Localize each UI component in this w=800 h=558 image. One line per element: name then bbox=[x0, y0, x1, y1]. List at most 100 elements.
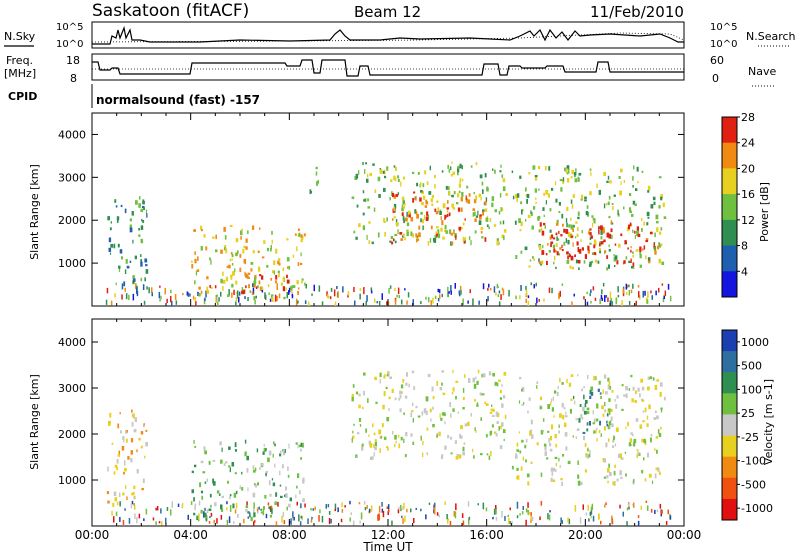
velocity-echo-mark bbox=[492, 373, 495, 377]
velocity-echo-mark bbox=[204, 481, 207, 484]
power-echo-mark bbox=[545, 253, 548, 256]
power-echo-mark bbox=[148, 287, 150, 294]
velocity-echo-mark bbox=[398, 506, 400, 510]
power-echo-mark bbox=[655, 214, 659, 220]
power-echo-mark bbox=[656, 227, 659, 232]
power-echo-mark bbox=[446, 213, 449, 217]
power-echo-mark bbox=[495, 292, 497, 296]
power-echo-mark bbox=[402, 176, 405, 180]
velocity-echo-mark bbox=[246, 468, 249, 473]
power-echo-mark bbox=[617, 294, 620, 298]
velocity-echo-mark bbox=[625, 473, 627, 477]
power-colorbar-tick-label: 16 bbox=[741, 188, 755, 201]
power-echo-mark bbox=[553, 248, 556, 253]
power-echo-mark bbox=[450, 173, 453, 177]
power-echo-mark bbox=[194, 258, 197, 264]
power-echo-mark bbox=[617, 286, 619, 293]
velocity-echo-mark bbox=[608, 463, 610, 468]
power-echo-mark bbox=[585, 211, 589, 216]
velocity-echo-mark bbox=[549, 448, 553, 452]
velocity-echo-mark bbox=[395, 440, 397, 444]
velocity-echo-mark bbox=[312, 508, 314, 511]
power-echo-mark bbox=[415, 196, 417, 201]
x-tick-label: 08:00 bbox=[272, 528, 307, 542]
velocity-echo-mark bbox=[253, 512, 256, 518]
velocity-echo-mark bbox=[436, 434, 438, 438]
power-echo-mark bbox=[110, 300, 113, 306]
power-echo-mark bbox=[389, 197, 391, 201]
power-echo-mark bbox=[390, 179, 393, 183]
velocity-echo-mark bbox=[253, 469, 256, 473]
velocity-echo-mark bbox=[227, 480, 229, 484]
velocity-echo-mark bbox=[550, 401, 552, 406]
power-echo-mark bbox=[238, 296, 240, 303]
power-echo-mark bbox=[197, 291, 199, 296]
power-echo-mark bbox=[538, 188, 540, 191]
power-echo-mark bbox=[549, 229, 552, 233]
power-echo-mark bbox=[457, 172, 459, 176]
velocity-echo-mark bbox=[527, 509, 529, 515]
velocity-echo-mark bbox=[296, 501, 298, 506]
velocity-echo-mark bbox=[229, 467, 231, 473]
power-echo-mark bbox=[274, 294, 277, 302]
power-echo-mark bbox=[498, 290, 501, 294]
velocity-echo-mark bbox=[365, 428, 367, 433]
power-echo-mark bbox=[620, 181, 622, 186]
velocity-echo-mark bbox=[603, 476, 606, 479]
freq-tick-top: 18 bbox=[66, 54, 80, 67]
power-echo-mark bbox=[313, 284, 315, 292]
velocity-echo-mark bbox=[378, 513, 380, 520]
velocity-echo-mark bbox=[580, 481, 583, 485]
power-echo-mark bbox=[220, 291, 222, 297]
power-echo-mark bbox=[599, 249, 601, 254]
power-echo-mark bbox=[222, 271, 224, 276]
power-echo-mark bbox=[636, 166, 639, 172]
power-echo-mark bbox=[505, 193, 508, 196]
power-echo-mark bbox=[559, 179, 563, 182]
velocity-echo-mark bbox=[256, 508, 259, 512]
velocity-echo-mark bbox=[362, 406, 364, 410]
power-echo-mark bbox=[481, 181, 484, 186]
velocity-echo-mark bbox=[206, 478, 208, 482]
power-echo-mark bbox=[617, 213, 620, 217]
power-echo-mark bbox=[459, 163, 462, 169]
power-echo-mark bbox=[533, 258, 535, 261]
power-echo-mark bbox=[647, 257, 651, 262]
velocity-echo-mark bbox=[434, 502, 436, 508]
power-echo-mark bbox=[384, 175, 387, 179]
power-echo-mark bbox=[402, 216, 405, 221]
power-echo-mark bbox=[487, 287, 489, 291]
power-echo-mark bbox=[610, 228, 613, 233]
power-echo-mark bbox=[123, 281, 126, 287]
power-echo-mark bbox=[403, 233, 405, 237]
velocity-echo-mark bbox=[243, 518, 245, 524]
velocity-echo-mark bbox=[639, 424, 643, 429]
power-echo-mark bbox=[191, 264, 194, 269]
velocity-echo-mark bbox=[637, 520, 640, 526]
power-echo-mark bbox=[209, 284, 211, 289]
velocity-echo-mark bbox=[609, 420, 612, 426]
velocity-echo-mark bbox=[297, 473, 300, 479]
power-echo-mark bbox=[451, 161, 453, 164]
power-echo-mark bbox=[270, 247, 272, 252]
power-echo-mark bbox=[141, 218, 143, 222]
power-echo-mark bbox=[342, 286, 344, 293]
velocity-echo-mark bbox=[639, 393, 641, 398]
power-echo-mark bbox=[491, 202, 494, 208]
velocity-echo-mark bbox=[300, 515, 303, 519]
power-echo-mark bbox=[528, 265, 531, 268]
velocity-echo-mark bbox=[229, 494, 232, 497]
velocity-echo-mark bbox=[204, 507, 206, 511]
velocity-echo-mark bbox=[449, 402, 452, 407]
velocity-echo-mark bbox=[399, 408, 402, 413]
velocity-ytick-label: 4000 bbox=[58, 336, 86, 349]
velocity-echo-mark bbox=[439, 387, 443, 391]
velocity-echo-mark bbox=[548, 437, 550, 443]
velocity-echo-mark bbox=[200, 509, 203, 514]
velocity-echo-mark bbox=[492, 516, 494, 520]
velocity-echo-mark bbox=[268, 450, 272, 456]
power-echo-mark bbox=[636, 230, 638, 236]
velocity-echo-mark bbox=[660, 408, 663, 413]
velocity-echo-mark bbox=[274, 443, 276, 447]
velocity-echo-mark bbox=[554, 468, 557, 472]
